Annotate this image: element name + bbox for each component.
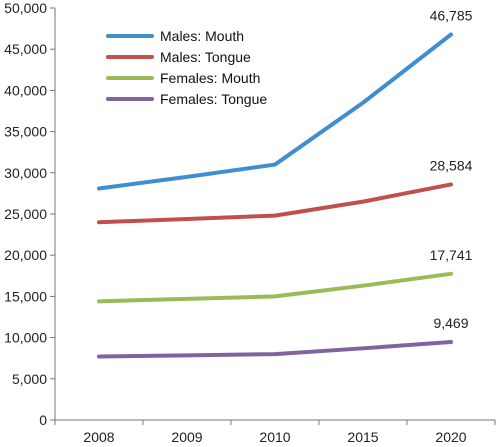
y-tick-label: 30,000: [4, 165, 47, 181]
end-value-labels: 46,785 28,584 17,741 9,469: [430, 7, 473, 330]
x-tick-label: 2015: [347, 429, 378, 445]
y-tick-label: 35,000: [4, 124, 47, 140]
legend-label: Males: Mouth: [160, 28, 244, 44]
x-tick-label: 2008: [83, 429, 114, 445]
y-tick-label: 50,000: [4, 0, 47, 16]
y-tick-label: 15,000: [4, 288, 47, 304]
legend-label: Males: Tongue: [160, 49, 251, 65]
legend: Males: Mouth Males: Tongue Females: Mouth F…: [106, 28, 267, 107]
end-value-label: 9,469: [433, 315, 468, 331]
legend-label: Females: Mouth: [160, 70, 260, 86]
y-tick-label: 5,000: [12, 371, 47, 387]
end-value-label: 46,785: [430, 7, 473, 23]
y-tick-label: 25,000: [4, 206, 47, 222]
y-tick-label: 0: [39, 412, 47, 428]
x-tick-label: 2009: [171, 429, 202, 445]
y-axis-ticks: 0 5,000 10,000 15,000 20,000 25,000 30,000 35,0…: [4, 0, 55, 428]
series-line-males-mouth: [97, 32, 453, 191]
series-lines: [97, 32, 453, 359]
x-tick-label: 2010: [259, 429, 290, 445]
y-tick-label: 10,000: [4, 330, 47, 346]
series-line-females-tongue: [97, 339, 453, 359]
x-tick-label: 2020: [435, 429, 466, 445]
legend-label: Females: Tongue: [160, 91, 267, 107]
end-value-label: 28,584: [430, 157, 473, 173]
x-axis-ticks: 2008 2009 2010 2015 2020: [54, 420, 496, 445]
y-tick-label: 45,000: [4, 41, 47, 57]
y-tick-label: 40,000: [4, 82, 47, 98]
end-value-label: 17,741: [430, 247, 473, 263]
y-tick-label: 20,000: [4, 247, 47, 263]
series-line-females-mouth: [97, 271, 453, 304]
series-line-males-tongue: [97, 182, 453, 225]
